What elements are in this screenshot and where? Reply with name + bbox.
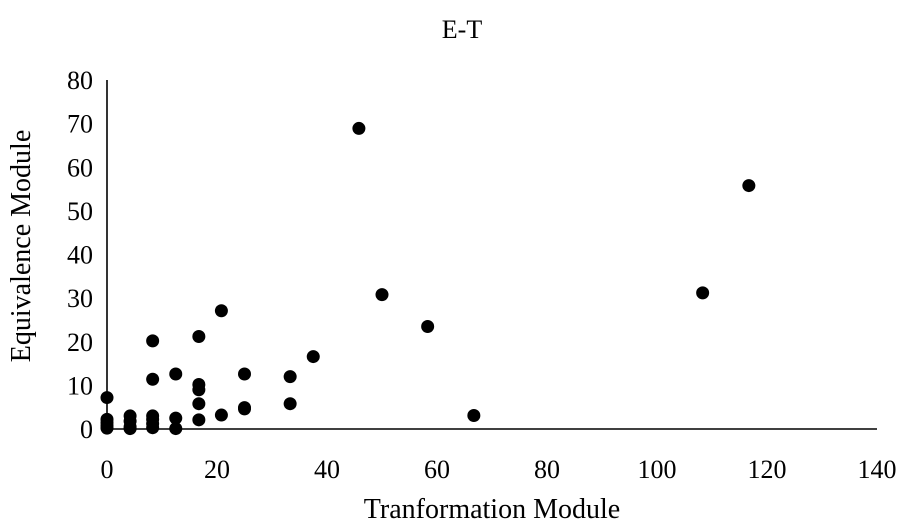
y-tick-label: 10	[67, 371, 93, 400]
data-point	[696, 286, 710, 300]
data-point	[283, 397, 297, 411]
data-point	[146, 334, 160, 348]
data-point	[146, 421, 160, 435]
x-tick-labels: 0 20 40 60 80 100 120 140	[101, 455, 897, 484]
data-point	[169, 411, 183, 425]
y-axis-label: Equivalence Module	[6, 130, 37, 362]
data-point	[169, 367, 183, 381]
data-point	[192, 383, 206, 397]
y-tick-label: 80	[67, 66, 93, 95]
data-point	[238, 402, 251, 416]
data-point	[214, 408, 228, 422]
y-tick-label: 70	[67, 110, 93, 139]
x-tick-label: 100	[638, 455, 677, 484]
data-point	[123, 422, 137, 436]
y-tick-label: 20	[67, 328, 93, 357]
y-tick-label: 50	[67, 197, 93, 226]
x-tick-label: 0	[101, 455, 114, 484]
data-point	[146, 372, 160, 386]
data-point	[375, 288, 389, 302]
data-point	[192, 397, 206, 411]
data-point	[283, 370, 297, 384]
x-tick-label: 140	[858, 455, 897, 484]
x-tick-label: 120	[748, 455, 787, 484]
y-tick-label: 30	[67, 284, 93, 313]
y-tick-label: 0	[80, 415, 93, 444]
data-point	[421, 319, 435, 333]
data-point	[100, 391, 114, 405]
data-point	[467, 408, 481, 422]
data-point	[238, 367, 251, 381]
data-point	[742, 179, 756, 193]
x-tick-label: 40	[314, 455, 340, 484]
x-tick-label: 60	[424, 455, 450, 484]
data-point	[306, 350, 320, 364]
data-points	[100, 121, 756, 436]
data-point	[352, 121, 366, 135]
y-tick-label: 40	[67, 241, 93, 270]
data-point	[100, 421, 114, 435]
x-axis-label: Tranformation Module	[364, 494, 620, 525]
data-point	[214, 304, 228, 318]
y-tick-labels: 0 10 20 30 40 50 60 70 80	[67, 66, 93, 444]
data-point	[169, 422, 183, 436]
data-point	[192, 413, 206, 427]
data-point	[192, 330, 206, 344]
x-tick-label: 20	[204, 455, 230, 484]
y-tick-label: 60	[67, 153, 93, 182]
x-tick-label: 80	[534, 455, 560, 484]
chart-title: E-T	[442, 15, 483, 44]
